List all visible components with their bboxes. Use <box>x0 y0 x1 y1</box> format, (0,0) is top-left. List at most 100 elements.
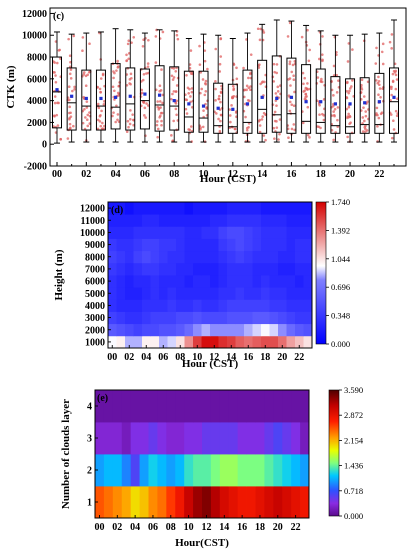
heat-cell-8000-05 <box>150 250 160 264</box>
x-tick-label: 20 <box>277 352 287 363</box>
x-tick-label: 00 <box>107 352 117 363</box>
heat-cell-3000-23 <box>303 311 313 325</box>
sample-point <box>125 53 128 57</box>
sample-point <box>217 117 220 121</box>
heat-cell-2-15 <box>228 454 239 487</box>
sample-point <box>380 50 384 54</box>
heat-cell-4000-01 <box>116 299 126 312</box>
heat-cell-8000-11 <box>201 250 211 264</box>
panel-c-y-tick-label: 0 <box>42 140 47 151</box>
heat-cell-11000-06 <box>159 214 168 227</box>
heat-cell-3000-05 <box>150 311 160 325</box>
sample-point <box>68 122 72 126</box>
sample-point <box>116 91 120 95</box>
sample-point <box>100 109 103 113</box>
heat-cell-11000-16 <box>244 214 253 227</box>
heat-cell-1000-10 <box>193 335 202 349</box>
sample-point <box>376 125 379 128</box>
heat-cell-12000-06 <box>159 202 168 215</box>
sample-point <box>56 61 59 65</box>
heat-cell-6000-08 <box>176 275 185 288</box>
heat-cell-3000-15 <box>235 311 245 325</box>
panel-c-y-tick-label: 10000 <box>22 31 47 42</box>
heat-cell-11000-12 <box>210 214 219 227</box>
sample-point <box>161 93 165 97</box>
heat-cell-3000-04 <box>142 311 151 325</box>
panel-e-y-ticks: 1 2 3 4 <box>87 402 98 509</box>
sample-point <box>395 114 399 118</box>
sample-point <box>85 100 89 103</box>
heat-cell-4-00 <box>95 390 105 423</box>
heat-cell-6000-03 <box>133 275 143 288</box>
heat-cell-6000-18 <box>261 275 270 288</box>
sample-point <box>332 110 335 113</box>
sample-point <box>99 124 103 128</box>
heat-cell-4000-08 <box>176 299 185 312</box>
heat-cell-10000-23 <box>303 226 313 239</box>
panel-c-label: (c) <box>53 11 64 22</box>
sample-point <box>215 112 218 115</box>
x-tick-label: 04 <box>130 522 140 533</box>
box-hour-18 <box>315 30 326 143</box>
sample-point <box>293 90 296 94</box>
iqr-box <box>242 69 253 134</box>
sample-point <box>189 95 192 98</box>
sample-point <box>142 38 145 42</box>
x-tick-label: 08 <box>166 522 176 533</box>
sample-point <box>217 97 220 101</box>
sample-point <box>116 59 119 63</box>
sample-point <box>171 139 174 143</box>
heat-cell-6000-02 <box>125 275 134 288</box>
heat-cell-1000-16 <box>244 335 253 349</box>
sample-point <box>214 80 217 83</box>
heat-cell-5000-03 <box>133 287 143 300</box>
sample-point <box>176 37 180 41</box>
heat-cell-1-06 <box>148 486 158 519</box>
sample-point <box>174 69 178 73</box>
heat-cell-4000-23 <box>303 299 313 312</box>
sample-point <box>126 119 130 123</box>
sample-point <box>125 83 129 87</box>
sample-point <box>292 104 296 108</box>
heat-cell-12000-10 <box>193 202 202 215</box>
heat-cell-11000-08 <box>176 214 185 227</box>
sample-point <box>158 84 162 88</box>
heat-cell-2-10 <box>184 454 194 487</box>
mean-marker <box>114 95 118 99</box>
mean-marker <box>55 88 59 92</box>
heat-cell-3000-12 <box>210 311 219 325</box>
sample-point <box>112 76 115 80</box>
heat-cell-10000-12 <box>210 226 219 239</box>
iqr-box <box>389 67 399 134</box>
heat-cell-12000-15 <box>235 202 245 215</box>
sample-point <box>57 49 61 52</box>
sample-point <box>262 31 266 34</box>
heat-cell-5000-01 <box>116 287 126 300</box>
heat-cell-4-04 <box>130 390 140 423</box>
sample-point <box>278 132 281 136</box>
heat-cell-10000-04 <box>142 226 151 239</box>
sample-point <box>300 35 304 39</box>
heat-cell-5000-17 <box>252 287 262 300</box>
heat-cell-3-08 <box>166 422 176 455</box>
heat-cell-1000-08 <box>176 335 185 349</box>
heat-cell-4-08 <box>166 390 176 423</box>
sample-point <box>301 121 305 125</box>
sample-point <box>381 62 385 66</box>
panel-d-ylabel: Height (m) <box>53 249 65 300</box>
heat-cell-7000-09 <box>184 262 194 276</box>
heat-cell-7000-00 <box>108 262 117 276</box>
sample-point <box>129 117 132 121</box>
sample-point <box>377 75 380 79</box>
sample-point <box>394 73 398 77</box>
heat-cell-9000-10 <box>193 238 202 252</box>
sample-point <box>381 87 384 91</box>
sample-point <box>361 130 365 133</box>
mean-marker <box>333 102 337 106</box>
sample-point <box>145 102 148 105</box>
sample-point <box>190 87 194 90</box>
heat-cell-10000-21 <box>286 226 296 239</box>
heat-cell-4-07 <box>157 390 167 423</box>
sample-point <box>288 109 292 113</box>
panel-c-x-tick-label: 04 <box>111 169 121 180</box>
